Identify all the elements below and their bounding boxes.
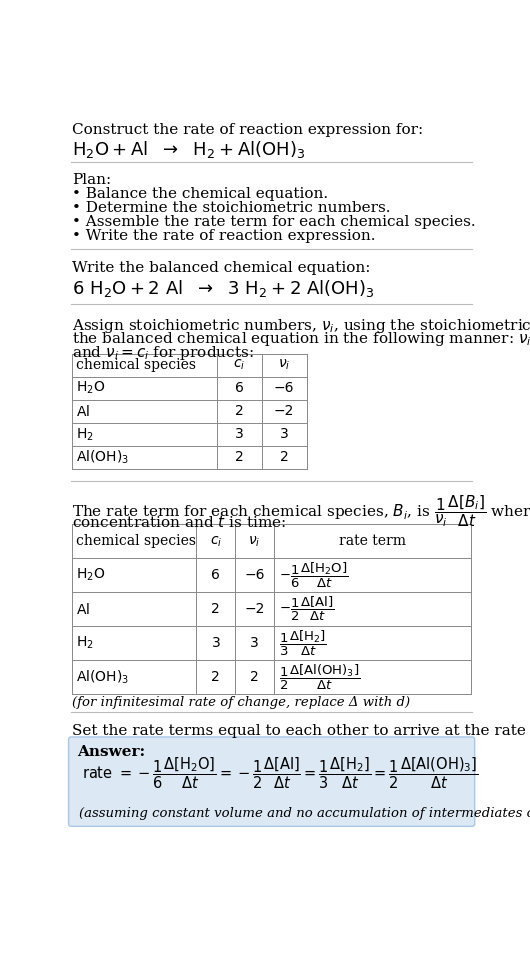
Text: Plan:: Plan: [73, 173, 112, 186]
Text: $\mathrm{Al}$: $\mathrm{Al}$ [76, 404, 91, 419]
Text: Write the balanced chemical equation:: Write the balanced chemical equation: [73, 262, 371, 275]
Text: $\mathrm{Al(OH)_3}$: $\mathrm{Al(OH)_3}$ [76, 669, 129, 685]
Text: Construct the rate of reaction expression for:: Construct the rate of reaction expressio… [73, 123, 423, 138]
Text: • Balance the chemical equation.: • Balance the chemical equation. [73, 187, 329, 201]
Text: $\mathrm{Al(OH)_3}$: $\mathrm{Al(OH)_3}$ [76, 449, 129, 467]
Text: $\mathrm{H_2}$: $\mathrm{H_2}$ [76, 634, 94, 651]
Text: $c_i$: $c_i$ [210, 534, 222, 549]
Text: −2: −2 [244, 602, 265, 616]
Text: chemical species: chemical species [76, 358, 196, 372]
Text: 3: 3 [250, 636, 259, 650]
Text: −2: −2 [274, 404, 294, 419]
Text: $c_i$: $c_i$ [233, 358, 245, 372]
Text: concentration and $t$ is time:: concentration and $t$ is time: [73, 513, 287, 530]
Text: $\mathrm{H_2O}$: $\mathrm{H_2O}$ [76, 380, 105, 396]
Text: $\dfrac{1}{2}\dfrac{\Delta[\mathrm{Al(OH)_3}]}{\Delta t}$: $\dfrac{1}{2}\dfrac{\Delta[\mathrm{Al(OH… [279, 663, 360, 692]
Text: • Write the rate of reaction expression.: • Write the rate of reaction expression. [73, 228, 376, 243]
Text: 2: 2 [211, 602, 220, 616]
Text: (for infinitesimal rate of change, replace Δ with d): (for infinitesimal rate of change, repla… [73, 696, 411, 710]
Text: 2: 2 [235, 404, 244, 419]
Text: rate $= -\dfrac{1}{6}\dfrac{\Delta[\mathrm{H_2O}]}{\Delta t} = -\dfrac{1}{2}\dfr: rate $= -\dfrac{1}{6}\dfrac{\Delta[\math… [82, 755, 479, 791]
FancyBboxPatch shape [68, 737, 475, 827]
Text: 2: 2 [280, 451, 288, 465]
Text: 3: 3 [280, 427, 288, 441]
Text: The rate term for each chemical species, $B_i$, is $\dfrac{1}{\nu_i}\dfrac{\Delt: The rate term for each chemical species,… [73, 494, 530, 529]
Text: 3: 3 [235, 427, 244, 441]
Text: 2: 2 [211, 670, 220, 684]
Text: the balanced chemical equation in the following manner: $\nu_i = -c_i$ for react: the balanced chemical equation in the fo… [73, 331, 530, 348]
Text: $\dfrac{1}{3}\dfrac{\Delta[\mathrm{H_2}]}{\Delta t}$: $\dfrac{1}{3}\dfrac{\Delta[\mathrm{H_2}]… [279, 629, 326, 658]
Text: 2: 2 [250, 670, 259, 684]
Text: chemical species: chemical species [76, 535, 196, 549]
Text: $-\dfrac{1}{2}\dfrac{\Delta[\mathrm{Al}]}{\Delta t}$: $-\dfrac{1}{2}\dfrac{\Delta[\mathrm{Al}]… [279, 595, 334, 624]
Text: Answer:: Answer: [77, 746, 145, 759]
Text: • Assemble the rate term for each chemical species.: • Assemble the rate term for each chemic… [73, 215, 476, 229]
Text: $\mathrm{H_2O + Al}$  $\rightarrow$  $\mathrm{H_2 + Al(OH)_3}$: $\mathrm{H_2O + Al}$ $\rightarrow$ $\mat… [73, 139, 306, 160]
Text: $\nu_i$: $\nu_i$ [249, 534, 261, 549]
Text: −6: −6 [274, 382, 294, 395]
Text: $\mathrm{H_2}$: $\mathrm{H_2}$ [76, 427, 94, 442]
Text: Set the rate terms equal to each other to arrive at the rate expression:: Set the rate terms equal to each other t… [73, 724, 530, 738]
Text: Assign stoichiometric numbers, $\nu_i$, using the stoichiometric coefficients, $: Assign stoichiometric numbers, $\nu_i$, … [73, 316, 530, 335]
Text: −6: −6 [244, 568, 265, 583]
Text: $\mathrm{6\ H_2O + 2\ Al}$  $\rightarrow$  $\mathrm{3\ H_2 + 2\ Al(OH)_3}$: $\mathrm{6\ H_2O + 2\ Al}$ $\rightarrow$… [73, 278, 375, 299]
Text: 6: 6 [235, 382, 244, 395]
Text: $\mathrm{Al}$: $\mathrm{Al}$ [76, 601, 91, 617]
Text: and $\nu_i = c_i$ for products:: and $\nu_i = c_i$ for products: [73, 345, 254, 362]
Text: $\mathrm{H_2O}$: $\mathrm{H_2O}$ [76, 567, 105, 584]
Text: $-\dfrac{1}{6}\dfrac{\Delta[\mathrm{H_2O}]}{\Delta t}$: $-\dfrac{1}{6}\dfrac{\Delta[\mathrm{H_2O… [279, 560, 348, 590]
Text: 3: 3 [211, 636, 220, 650]
Text: • Determine the stoichiometric numbers.: • Determine the stoichiometric numbers. [73, 201, 391, 215]
Text: 2: 2 [235, 451, 244, 465]
Text: $\nu_i$: $\nu_i$ [278, 358, 290, 372]
Text: (assuming constant volume and no accumulation of intermediates or side products): (assuming constant volume and no accumul… [78, 807, 530, 820]
Text: rate term: rate term [339, 535, 406, 549]
Text: 6: 6 [211, 568, 220, 583]
